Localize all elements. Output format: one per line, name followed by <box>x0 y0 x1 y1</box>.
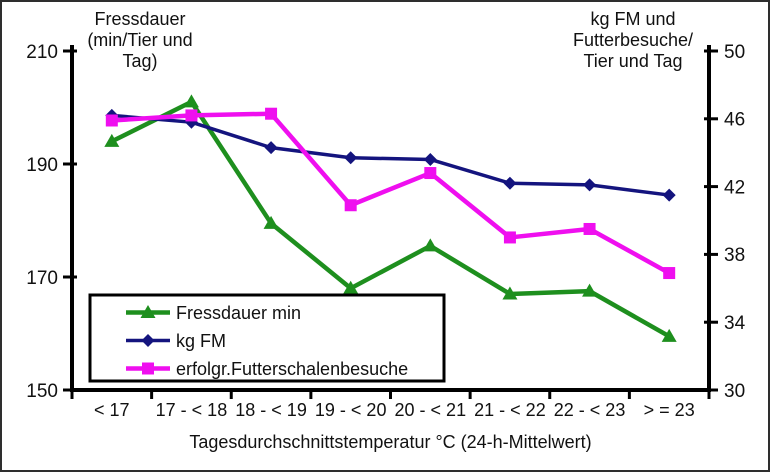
diamond-marker <box>423 152 437 166</box>
triangle-marker <box>661 328 677 342</box>
triangle-marker <box>263 215 279 229</box>
square-marker <box>344 199 357 212</box>
diamond-marker <box>264 141 278 155</box>
x-category-label: > = 23 <box>644 400 695 420</box>
y-axis-right-tick-label: 38 <box>724 245 745 266</box>
right-axis-title: kg FM und Futterbesuche/ Tier und Tag <box>558 9 708 72</box>
series-line-kg-fm <box>110 113 671 197</box>
x-category-label: < 17 <box>94 400 130 420</box>
legend-item-label: Fressdauer min <box>176 303 301 323</box>
x-category-label: 19 - < 20 <box>315 400 387 420</box>
triangle-marker <box>104 133 120 147</box>
x-category-label: 18 - < 19 <box>235 400 307 420</box>
x-category-label: 22 - < 23 <box>554 400 626 420</box>
x-axis-title: Tagesdurchschnittstemperatur °C (24-h-Mi… <box>189 432 592 452</box>
diamond-marker <box>344 151 358 165</box>
y-axis-left-tick-label: 150 <box>26 381 58 402</box>
triangle-marker <box>422 238 438 252</box>
series-fressdauer-min <box>104 94 677 342</box>
square-marker <box>583 222 596 235</box>
y-axis-left-tick-label: 170 <box>26 268 58 289</box>
triangle-marker <box>183 94 199 108</box>
y-axis-left-tick-label: 210 <box>26 42 58 63</box>
left-axis-title-line: Tag) <box>122 51 158 71</box>
left-axis-title-line: Fressdauer <box>94 9 186 29</box>
legend-triangle-marker <box>140 305 156 318</box>
legend-item-label: erfolgr.Futterschalenbesuche <box>176 359 408 379</box>
axes: 210 190 170 150 50 46 42 38 34 30 < 17 17 - < 18 18 … <box>26 42 745 420</box>
legend-item-kg-fm: kg FM <box>126 331 226 351</box>
right-axis-title-line: Tier und Tag <box>583 51 683 71</box>
diamond-marker <box>583 178 597 192</box>
triangle-marker <box>502 286 518 300</box>
square-marker <box>105 114 118 127</box>
square-marker <box>185 109 198 122</box>
series-line-erfolgr-futterschalenbesuche <box>109 111 672 276</box>
x-category-label: 20 - < 21 <box>395 400 467 420</box>
triangle-marker <box>582 283 598 297</box>
x-category-label: 21 - < 22 <box>474 400 546 420</box>
square-marker <box>663 267 676 280</box>
legend: Fressdauer min kg FM erfolgr.Futterschalen… <box>88 293 446 383</box>
square-marker <box>503 231 516 244</box>
y-axis-right-tick-label: 46 <box>724 110 745 131</box>
legend-item-fressdauer-min: Fressdauer min <box>126 303 301 323</box>
legend-item-label: kg FM <box>176 331 226 351</box>
y-axis-right-tick-label: 50 <box>724 42 745 63</box>
left-axis-title-line: (min/Tier und <box>87 30 193 50</box>
series-line-fressdauer-min <box>109 99 672 339</box>
legend-diamond-marker <box>141 334 155 347</box>
right-axis-title-line: kg FM und <box>590 9 676 29</box>
series-erfolgr-futterschalenbesuche <box>105 107 676 280</box>
y-axis-right-tick-label: 42 <box>724 177 745 198</box>
right-axis-title-line: Futterbesuche/ <box>572 30 694 50</box>
x-category-label: 17 - < 18 <box>156 400 228 420</box>
y-axis-right-tick-label: 30 <box>724 381 745 402</box>
diamond-marker <box>503 176 517 190</box>
y-axis-left-tick-label: 190 <box>26 155 58 176</box>
legend-item-erfolgr-futterschalenbesuche: erfolgr.Futterschalenbesuche <box>126 359 408 379</box>
y-axis-right-tick-label: 34 <box>724 313 746 334</box>
triangle-marker <box>343 280 359 294</box>
square-marker <box>424 167 437 180</box>
diamond-marker <box>662 188 676 202</box>
legend-square-marker <box>142 362 154 375</box>
square-marker <box>265 107 278 120</box>
left-axis-title: Fressdauer (min/Tier und Tag) <box>74 9 206 72</box>
